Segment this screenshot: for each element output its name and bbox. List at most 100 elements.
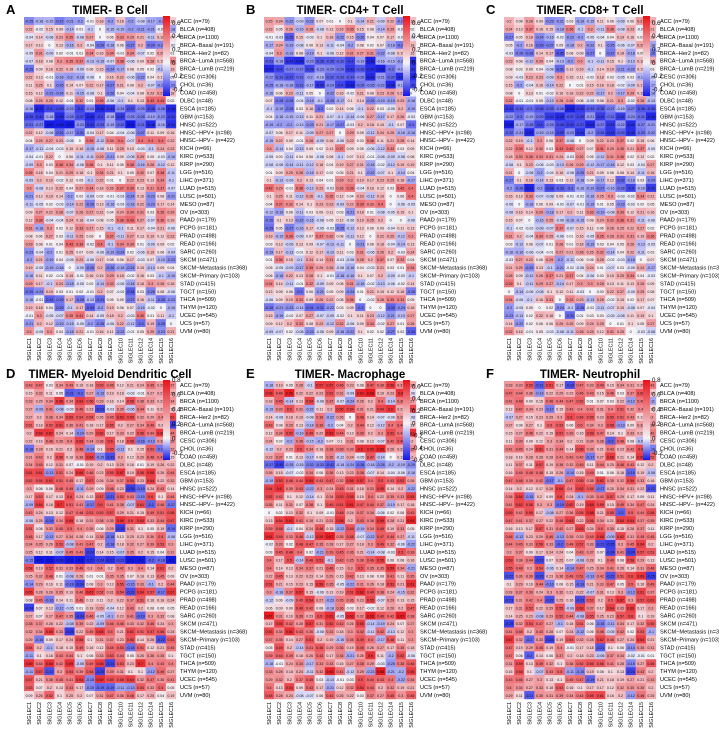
heatmap-cell <box>304 295 315 304</box>
row-label: MESO (n=87) <box>660 202 694 208</box>
cell-value: -0.19 <box>106 686 114 690</box>
cell-value: -0.21 <box>515 131 523 135</box>
cell-value: 0.42 <box>36 455 43 459</box>
cell-value: -0.03 <box>55 203 63 207</box>
cell-value: -0.08 <box>397 155 405 159</box>
cell-value: -0.12 <box>366 131 374 135</box>
cell-value: 0.32 <box>127 543 134 547</box>
cell-value: 0.12 <box>66 179 73 183</box>
heatmap-cell <box>54 112 65 121</box>
heatmap-cell <box>64 247 75 256</box>
cell-value: 0.32 <box>137 622 144 626</box>
heatmap-cell <box>524 40 535 49</box>
cell-value: 0.03 <box>347 250 354 254</box>
cell-value: -0.06 <box>126 59 134 63</box>
cell-value: 0.33 <box>387 147 394 151</box>
heatmap-cell <box>264 271 275 280</box>
heatmap-cell <box>84 136 96 145</box>
cell-value: 0.58 <box>76 638 83 642</box>
cell-value: 0.45 <box>66 551 73 555</box>
cell-value: 0.58 <box>127 400 134 404</box>
heatmap-cell <box>355 96 366 105</box>
heatmap-cell <box>44 152 55 161</box>
heatmap-cell <box>94 239 106 248</box>
heatmap-cell <box>365 144 376 153</box>
heatmap-cell <box>64 136 75 145</box>
cell-value: -0.16 <box>505 250 513 254</box>
legend-tick: 0.6 <box>172 20 181 27</box>
cell-value: 0.11 <box>107 330 114 334</box>
heatmap-cell <box>74 168 85 177</box>
color-legend: 0.60.40.20-0.2-0.4 <box>163 16 183 96</box>
cell-value: 0.19 <box>157 527 164 531</box>
cell-value: -0.46 <box>397 75 405 79</box>
heatmap-cell <box>385 287 396 296</box>
cell-value: 0.24 <box>137 384 144 388</box>
heatmap-cell <box>534 120 545 129</box>
cell-value: 0.35 <box>347 28 354 32</box>
heatmap-cell <box>284 104 295 113</box>
cell-value: -0.18 <box>647 91 655 95</box>
heatmap-cell <box>284 48 295 57</box>
row-label: TGCT (n=150) <box>660 289 696 295</box>
cell-value: -0.39 <box>305 67 313 71</box>
heatmap-cell <box>375 144 386 153</box>
heatmap-cell <box>595 96 606 105</box>
cell-value: 0.14 <box>597 67 604 71</box>
cell-value: -0.04 <box>106 606 114 610</box>
cell-value: -0.02 <box>86 242 94 246</box>
cell-value: -0.31 <box>295 83 303 87</box>
cell-value: 0.21 <box>36 678 43 682</box>
heatmap-cell <box>395 303 407 312</box>
cell-value: 0.13 <box>326 147 333 151</box>
heatmap-cell <box>514 72 525 81</box>
heatmap-cell <box>314 223 325 232</box>
heatmap-cell <box>34 263 45 272</box>
cell-value: -0.2 <box>516 83 522 87</box>
cell-value: 0.04 <box>56 258 63 262</box>
cell-value: 0.05 <box>137 330 144 334</box>
heatmap-cell <box>84 104 96 113</box>
cell-value: -0.26 <box>106 91 114 95</box>
heatmap-cell <box>304 120 315 129</box>
cell-value: 0.13 <box>526 91 533 95</box>
cell-value: 0.22 <box>536 314 543 318</box>
heatmap-cell <box>324 112 336 121</box>
heatmap-cell <box>574 120 586 129</box>
cell-value: -0.25 <box>116 527 124 531</box>
cell-value: 0.21 <box>587 171 594 175</box>
cell-value: 0.09 <box>26 211 33 215</box>
cell-value: -0.37 <box>566 115 574 119</box>
heatmap-cell <box>274 56 285 65</box>
heatmap-cell <box>74 311 85 320</box>
heatmap-cell <box>74 96 85 105</box>
cell-value: 0.5 <box>108 630 113 634</box>
heatmap-cell <box>145 303 156 312</box>
cell-value: 0.2 <box>37 416 42 420</box>
heatmap-cell <box>324 64 336 73</box>
heatmap-cell <box>24 295 35 304</box>
cell-value: -0.09 <box>336 203 344 207</box>
cell-value: 0.16 <box>97 330 104 334</box>
heatmap-cell <box>294 191 305 201</box>
cell-value: 0.27 <box>647 322 654 326</box>
cell-value: 0.06 <box>286 290 293 294</box>
cell-value: 0.17 <box>637 83 644 87</box>
cell-value: 0.12 <box>607 179 614 183</box>
cell-value: -0.02 <box>606 258 614 262</box>
cell-value: 0.03 <box>56 234 63 238</box>
cell-value: -0.19 <box>525 115 533 119</box>
cell-value: 0.38 <box>97 519 104 523</box>
row-label: THCA (n=509) <box>660 297 696 303</box>
cell-value: -0.28 <box>525 52 533 56</box>
cell-value: -0.12 <box>326 322 334 326</box>
heatmap-cell <box>345 136 356 145</box>
row-label: ESCA (n=185) <box>180 106 216 112</box>
heatmap-cell <box>64 287 75 296</box>
cell-value: -0.16 <box>545 36 553 40</box>
heatmap-cell <box>304 239 315 248</box>
heatmap-cell <box>284 160 295 169</box>
cell-value: -0.39 <box>576 115 584 119</box>
heatmap-cell <box>54 56 65 65</box>
heatmap-cell <box>405 247 417 256</box>
